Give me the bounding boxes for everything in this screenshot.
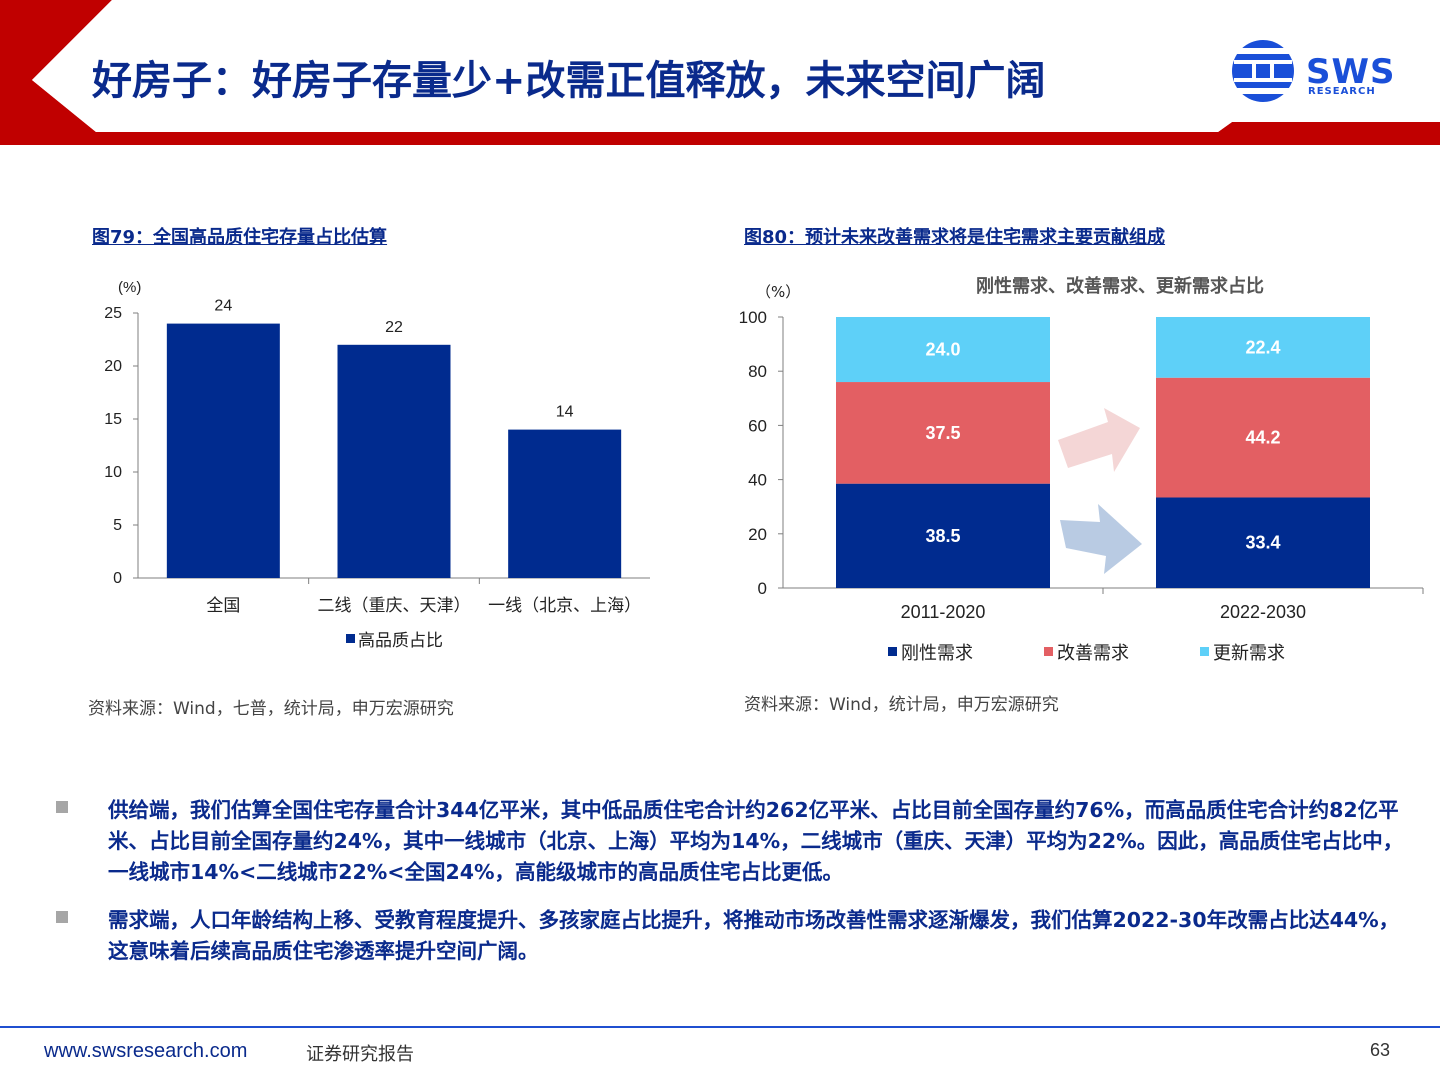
chart-title: 刚性需求、改善需求、更新需求占比: [976, 275, 1264, 297]
bar-segment: [1156, 377, 1370, 498]
bullet-text: 需求端，人口年龄结构上移、受教育程度提升、多孩家庭占比提升，将推动市场改善性需求…: [108, 908, 1400, 963]
legend-label: 高品质占比: [358, 631, 443, 651]
x-tick-label: 2011-2020: [901, 602, 986, 622]
figure-80-title: 图80：预计未来改善需求将是住宅需求主要贡献组成: [744, 227, 1166, 248]
bar: [166, 323, 280, 578]
data-label: 24.0: [925, 340, 960, 360]
y-tick-label: 15: [104, 411, 122, 428]
arrow-up-icon: [1058, 408, 1140, 472]
figure-79-title: 图79：全国高品质住宅存量占比估算: [92, 227, 388, 248]
x-tick-label: 2022-2030: [1220, 602, 1306, 622]
data-label: 22.4: [1245, 337, 1280, 357]
y-tick-label: 0: [113, 570, 122, 587]
y-tick-label: 60: [748, 416, 767, 435]
legend-label: 刚性需求: [901, 643, 973, 664]
bar: [508, 429, 622, 578]
figure-80-source: 资料来源：Wind，统计局，申万宏源研究: [744, 695, 1059, 715]
legend-swatch: [1200, 647, 1209, 656]
bar-segment: [1156, 317, 1370, 378]
arrow-right-icon: [1060, 504, 1142, 574]
data-label: 22: [385, 319, 403, 336]
x-tick-label: 一线（北京、上海）: [488, 596, 641, 616]
legend-swatch: [1044, 647, 1053, 656]
bullet-square-icon: [56, 801, 68, 813]
data-label: 33.4: [1245, 533, 1280, 553]
y-tick-label: 20: [104, 358, 122, 375]
y-tick-label: 0: [758, 579, 767, 598]
data-label: 38.5: [925, 526, 960, 546]
logo-subtext: RESEARCH: [1308, 86, 1376, 97]
bar: [337, 344, 451, 578]
bar-segment: [836, 317, 1050, 383]
chart-demand-composition: 刚性需求、改善需求、更新需求占比 （%） 0 20 40 60 80 100 38.5 37.5 2…: [739, 275, 1424, 664]
data-label: 37.5: [925, 423, 960, 443]
y-tick-label: 80: [748, 362, 767, 381]
legend-swatch: [888, 647, 897, 656]
bar-segment: [836, 483, 1050, 588]
figure-79-source: 资料来源：Wind，七普，统计局，申万宏源研究: [88, 699, 454, 719]
y-axis-unit: （%）: [756, 283, 800, 301]
x-tick-label: 二线（重庆、天津）: [318, 596, 471, 616]
bullet-text: 供给端，我们估算全国住宅存量合计344亿平米，其中低品质住宅合计约262亿平米、…: [108, 798, 1404, 884]
data-label: 24: [214, 298, 232, 315]
legend-label: 改善需求: [1057, 643, 1129, 664]
bullet-square-icon: [56, 911, 68, 923]
bar-segment: [1156, 497, 1370, 588]
header-banner: [0, 0, 1440, 145]
bar-segment: [836, 382, 1050, 484]
y-tick-label: 100: [739, 308, 767, 327]
logo-text: SWS: [1306, 52, 1396, 92]
page-title: 好房子：好房子存量少+改需正值释放，未来空间广阔: [92, 58, 1046, 104]
sws-logo-icon: [1232, 40, 1294, 102]
legend-label: 更新需求: [1213, 643, 1285, 664]
chart-high-quality-share: (%) 0 5 10 15 20 25 24 全国 22 二线（重庆、天津） 14 一线（北京、上海） 高…: [104, 279, 650, 651]
footer-divider: [0, 1026, 1440, 1028]
footer-label: 证券研究报告: [306, 1044, 414, 1065]
y-tick-label: 40: [748, 471, 767, 490]
y-axis-unit: (%): [118, 279, 141, 296]
page-number: 63: [1370, 1040, 1391, 1060]
x-tick-label: 全国: [206, 596, 240, 616]
legend-swatch: [346, 634, 355, 643]
y-tick-label: 25: [104, 305, 122, 322]
y-tick-label: 20: [748, 525, 767, 544]
footer-url-link[interactable]: www.swsresearch.com: [44, 1040, 248, 1062]
data-label: 14: [556, 404, 574, 421]
y-tick-label: 5: [113, 517, 122, 534]
data-label: 44.2: [1245, 428, 1280, 448]
y-tick-label: 10: [104, 464, 122, 481]
